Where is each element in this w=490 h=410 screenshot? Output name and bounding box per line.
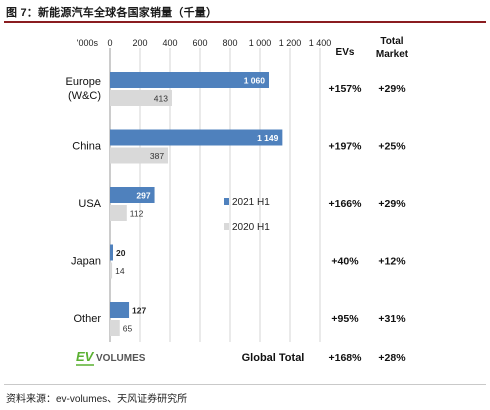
bar-2020-h1 (110, 90, 172, 106)
category-label: USA (78, 198, 101, 210)
bar-2020-h1 (110, 262, 113, 279)
market-growth-value: +25% (378, 141, 406, 153)
category-label: Other (73, 313, 101, 325)
category-label: Europe (66, 76, 101, 88)
data-label-2020-h1: 413 (154, 94, 168, 104)
evs-growth-value: +157% (329, 83, 363, 95)
data-label-2021-h1: 1 149 (257, 133, 279, 143)
legend-label-2020-h1: 2020 H1 (232, 222, 270, 233)
x-tick-label: 800 (222, 38, 237, 48)
category-label: Japan (71, 256, 101, 268)
x-tick-label: 1 000 (249, 38, 272, 48)
x-tick-label: 1 200 (279, 38, 302, 48)
bar-2021-h1 (110, 187, 155, 203)
evs-growth-value: +95% (331, 313, 359, 325)
global-total-evs: +168% (329, 352, 363, 364)
figure-title: 图 7：新能源汽车全球各国家销量（千量） (6, 7, 218, 19)
market-growth-value: +12% (378, 256, 406, 268)
source-note: 资料来源：ev-volumes、天风证券研究所 (6, 394, 188, 405)
bar-2020-h1 (110, 147, 169, 164)
data-label-2021-h1: 1 060 (244, 76, 266, 86)
source-divider (4, 384, 486, 385)
x-tick-label: 1 400 (309, 38, 332, 48)
evs-growth-value: +197% (329, 141, 363, 153)
legend-label-2021-h1: 2021 H1 (232, 197, 270, 208)
market-growth-value: +29% (378, 83, 406, 95)
legend-swatch-2021-h1 (224, 198, 229, 205)
unit-label: '000s (77, 38, 99, 48)
data-label-2020-h1: 14 (115, 266, 125, 276)
data-label-2020-h1: 112 (130, 209, 144, 219)
data-label-2021-h1: 127 (132, 306, 146, 316)
logo-volumes-text: VOLUMES (96, 353, 146, 364)
bar-2021-h1 (110, 244, 113, 261)
data-label-2020-h1: 387 (150, 151, 164, 161)
bar-2020-h1 (110, 205, 127, 221)
x-tick-label: 400 (162, 38, 177, 48)
logo-ev-text: EV (76, 349, 95, 364)
x-tick-label: 200 (132, 38, 147, 48)
bar-2020-h1 (110, 320, 120, 336)
category-label: (W&C) (68, 90, 101, 102)
table-header-total: Total (380, 36, 403, 47)
evs-growth-value: +166% (329, 198, 363, 210)
x-tick-label: 0 (107, 38, 112, 48)
market-growth-value: +31% (378, 313, 406, 325)
market-growth-value: +29% (378, 198, 406, 210)
data-label-2021-h1: 20 (116, 248, 126, 258)
data-label-2021-h1: 297 (136, 191, 150, 201)
ev-sales-bar-chart: 0 200 400 600 800 1 000 1 200 1 400 '000s 1 060 41… (66, 36, 409, 366)
bar-2021-h1 (110, 72, 269, 88)
x-tick-label: 600 (192, 38, 207, 48)
legend-swatch-2020-h1 (224, 223, 229, 230)
table-header-market: Market (376, 49, 409, 60)
category-label: China (72, 141, 102, 153)
data-label-2020-h1: 65 (123, 324, 133, 334)
table-header-evs: EVs (336, 47, 355, 58)
bar-2021-h1 (110, 302, 130, 318)
global-total-label: Global Total (242, 352, 305, 364)
title-divider (4, 21, 486, 23)
evs-growth-value: +40% (331, 256, 359, 268)
bar-2021-h1 (110, 129, 283, 146)
global-total-market: +28% (378, 352, 406, 364)
